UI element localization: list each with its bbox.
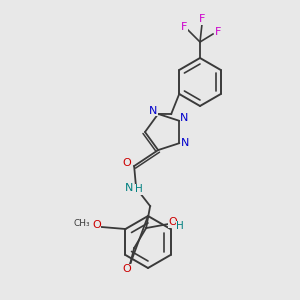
Text: N: N — [181, 138, 190, 148]
Text: O: O — [123, 264, 131, 274]
Text: F: F — [215, 27, 221, 37]
Text: O: O — [169, 217, 178, 227]
Text: O: O — [123, 158, 131, 168]
Text: F: F — [181, 22, 187, 32]
Text: H: H — [176, 221, 184, 231]
Text: N: N — [180, 113, 189, 123]
Text: F: F — [199, 14, 205, 24]
Text: CH₃: CH₃ — [73, 220, 90, 229]
Text: N: N — [125, 183, 133, 193]
Text: H: H — [135, 184, 143, 194]
Text: N: N — [149, 106, 157, 116]
Text: O: O — [92, 220, 101, 230]
